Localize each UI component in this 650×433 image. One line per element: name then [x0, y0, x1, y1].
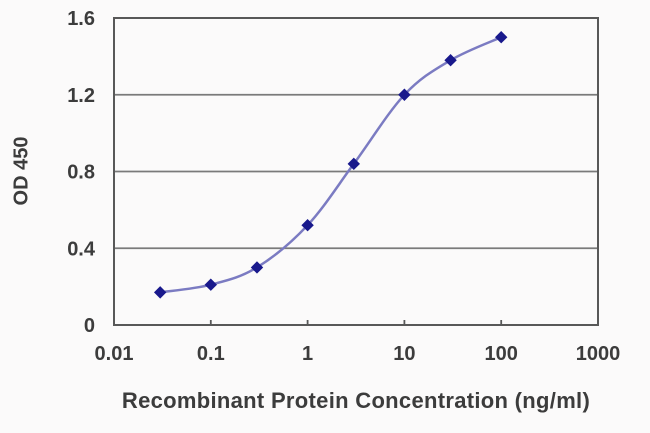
y-tick-label: 0.8: [67, 162, 95, 184]
data-point-marker: [398, 88, 411, 101]
y-tick-label: 1.2: [67, 85, 95, 107]
plot-frame: [113, 17, 599, 326]
x-tick-label: 0.1: [197, 343, 225, 365]
x-tick-label: 0.01: [95, 343, 134, 365]
y-tick-label: 0.4: [67, 238, 96, 260]
series-curve: [158, 35, 503, 294]
x-tick-label: 10: [393, 343, 415, 365]
y-tick-label: 0: [84, 315, 95, 337]
x-axis-title: Recombinant Protein Concentration (ng/ml…: [121, 388, 591, 413]
data-point-marker: [347, 157, 360, 171]
data-point-marker: [204, 278, 218, 291]
data-point-marker: [494, 30, 508, 44]
data-point-marker: [444, 54, 457, 67]
y-tick-label: 1.6: [67, 8, 95, 30]
data-point-marker: [301, 219, 314, 232]
x-tick-label: 1000: [576, 343, 621, 365]
y-axis-title: OD 450: [10, 136, 33, 206]
data-point-marker: [153, 286, 167, 299]
x-tick-label: 100: [485, 343, 518, 365]
data-point-marker: [250, 261, 264, 274]
x-tick-label: 1: [302, 343, 313, 365]
